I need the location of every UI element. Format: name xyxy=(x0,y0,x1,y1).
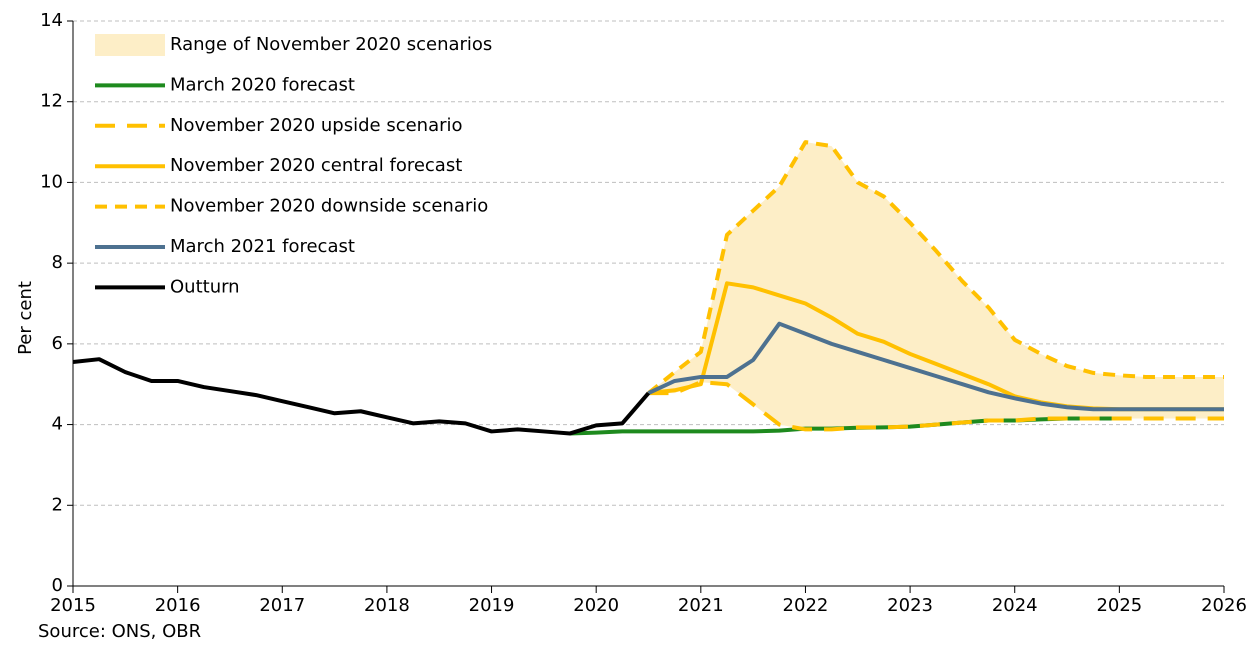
x-tick-label: 2024 xyxy=(992,595,1038,616)
x-tick-label: 2016 xyxy=(155,595,201,616)
y-tick-label: 6 xyxy=(52,333,63,354)
legend-swatch xyxy=(95,34,165,56)
legend-label: March 2020 forecast xyxy=(170,74,355,95)
y-axis-label: Per cent xyxy=(15,281,36,355)
x-tick-label: 2022 xyxy=(783,595,829,616)
y-tick-label: 2 xyxy=(52,494,63,515)
legend-label: Outturn xyxy=(170,276,240,297)
y-tick-label: 14 xyxy=(40,10,63,31)
x-tick-label: 2017 xyxy=(259,595,305,616)
legend-label: Range of November 2020 scenarios xyxy=(170,34,492,55)
y-tick-label: 8 xyxy=(52,252,63,273)
series-line xyxy=(647,140,1224,395)
legend-label: November 2020 downside scenario xyxy=(170,196,488,217)
y-tick-label: 10 xyxy=(40,171,63,192)
x-tick-label: 2026 xyxy=(1201,595,1247,616)
x-tick-label: 2015 xyxy=(50,595,96,616)
source: Source: ONS, OBR xyxy=(38,621,201,642)
series-line xyxy=(648,380,1224,432)
series-line xyxy=(72,357,651,436)
x-tick-label: 2021 xyxy=(678,595,724,616)
x-tick-label: 2019 xyxy=(469,595,515,616)
x-tick-label: 2025 xyxy=(1096,595,1142,616)
legend-label: November 2020 central forecast xyxy=(170,155,462,176)
range-area xyxy=(648,142,1224,430)
x-tick-label: 2018 xyxy=(364,595,410,616)
y-tick-label: 12 xyxy=(40,91,63,112)
y-tick-label: 0 xyxy=(52,575,63,596)
series-line xyxy=(647,321,1224,412)
y-tick-label: 4 xyxy=(52,414,63,435)
legend-label: November 2020 upside scenario xyxy=(170,115,463,136)
x-tick-label: 2023 xyxy=(887,595,933,616)
x-tick-label: 2020 xyxy=(573,595,619,616)
legend-label: March 2021 forecast xyxy=(170,236,355,257)
